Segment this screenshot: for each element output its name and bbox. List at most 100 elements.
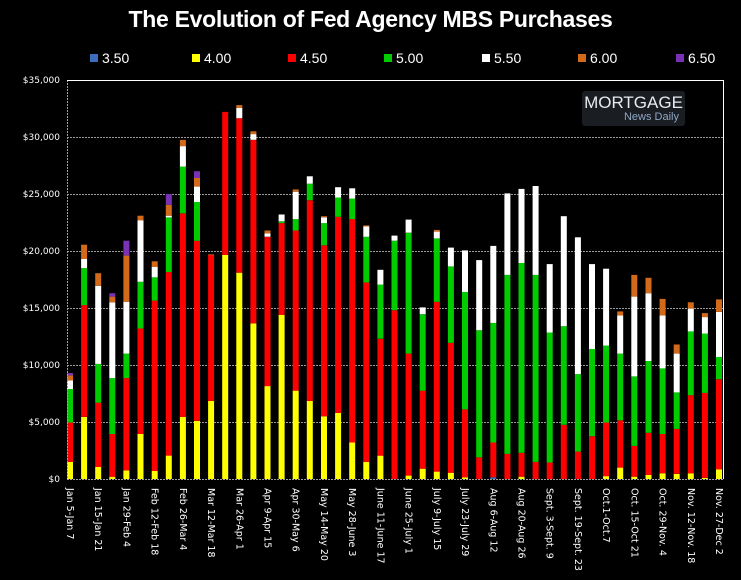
bar-segment-4-50	[391, 310, 398, 479]
bar-segment-6-00	[645, 277, 652, 294]
bar-stack	[603, 268, 610, 479]
y-tick-label: $25,000	[23, 190, 60, 200]
bar-stack	[532, 186, 539, 479]
bar-segment-3-50	[490, 477, 497, 479]
legend: 3.50 4.00 4.50 5.00 5.50 6.00 6.50	[0, 50, 741, 70]
bar-segment-5-00	[574, 374, 581, 452]
bar-segment-5-50	[278, 214, 285, 222]
legend-item-4-50: 4.50	[288, 50, 327, 66]
bar-segment-4-50	[447, 342, 454, 473]
bar-segment-5-50	[321, 217, 327, 224]
bar-segment-6-00	[137, 215, 144, 221]
bar-segment-4-00	[419, 468, 426, 479]
x-tick-label: Oct.1-Oct.7	[600, 488, 611, 543]
bar-segment-5-00	[433, 238, 440, 302]
legend-item-4-00: 4.00	[192, 50, 231, 66]
bar-stack	[363, 225, 370, 479]
bar-stack	[645, 277, 652, 479]
bar-stack	[673, 344, 680, 479]
bar-segment-5-50	[306, 176, 313, 184]
x-tick-label: Jan 29-Feb 4	[120, 487, 131, 547]
bar-segment-5-00	[673, 392, 680, 429]
bar-segment-4-50	[476, 457, 483, 479]
bar-segment-4-00	[701, 477, 708, 479]
bar-segment-4-00	[95, 467, 102, 479]
bar-segment-5-00	[179, 166, 186, 214]
bar-segment-6-00	[701, 313, 708, 318]
bar-stack	[264, 230, 271, 479]
bar-stack	[490, 245, 497, 479]
bar-segment-4-50	[716, 379, 722, 470]
bar-segment-4-00	[236, 272, 243, 479]
bar-segment-5-00	[476, 330, 483, 458]
x-tick-label: Jan 5-Jan 7	[64, 487, 75, 539]
bar-segment-6-00	[208, 254, 215, 256]
bar-segment-6-00	[673, 344, 680, 354]
bar-stack	[95, 273, 102, 479]
bar-segment-4-00	[67, 461, 73, 479]
bar-segment-4-00	[165, 455, 172, 479]
bar-segment-5-00	[81, 268, 88, 306]
bar-segment-4-50	[335, 216, 342, 413]
bar-stack	[67, 373, 73, 479]
bar-segment-4-50	[264, 236, 271, 387]
bar-segment-5-50	[250, 134, 257, 140]
bar-segment-4-00	[645, 475, 652, 479]
bar-segment-4-50	[687, 395, 694, 474]
bar-segment-4-50	[236, 118, 243, 273]
bar-segment-6-00	[95, 273, 102, 286]
bar-segment-4-50	[532, 461, 539, 479]
bar-segment-4-50	[518, 452, 525, 477]
bar-segment-5-50	[574, 237, 581, 375]
bar-segment-4-50	[405, 353, 412, 476]
bar-segment-5-00	[645, 361, 652, 433]
legend-label: 6.50	[688, 50, 716, 66]
bar-segment-5-50	[81, 259, 88, 269]
x-tick-label: Mar 26-Apr 1	[233, 488, 244, 550]
bar-segment-4-50	[589, 436, 595, 480]
bar-stack	[292, 189, 299, 479]
bar-segment-5-50	[433, 231, 440, 239]
bar-segment-4-50	[349, 219, 356, 443]
bar-segment-5-50	[659, 315, 666, 369]
legend-label: 3.50	[102, 50, 130, 66]
bar-segment-6-50	[109, 293, 116, 297]
bar-segment-5-50	[476, 260, 483, 331]
bar-segment-4-50	[151, 300, 158, 471]
bar-segment-5-00	[546, 332, 553, 463]
legend-label: 5.50	[494, 50, 522, 66]
bar-segment-6-00	[433, 229, 440, 232]
bar-segment-5-00	[321, 223, 327, 246]
y-tick-label: $35,000	[23, 76, 60, 86]
bar-segment-5-50	[391, 235, 398, 241]
x-tick-label: Feb 12-Feb 18	[149, 488, 160, 555]
bar-segment-4-00	[264, 386, 271, 479]
bar-segment-6-00	[109, 296, 116, 303]
bar-segment-4-50	[165, 272, 172, 456]
bar-segment-5-50	[447, 247, 454, 267]
x-tick-label: June 11-June 17	[374, 487, 385, 564]
bar-segment-4-50	[462, 409, 468, 478]
bar-segment-5-50	[546, 264, 553, 333]
bar-segment-5-00	[518, 263, 525, 453]
legend-swatch	[384, 54, 392, 62]
bar-segment-5-00	[165, 217, 172, 273]
bar-segment-4-50	[560, 424, 567, 479]
bar-segment-4-00	[433, 471, 440, 479]
bar-segment-4-50	[631, 445, 638, 477]
bar-segment-4-50	[306, 200, 313, 401]
bar-segment-5-50	[67, 380, 73, 389]
bar-segment-6-00	[687, 302, 694, 309]
bar-segment-5-50	[123, 301, 130, 354]
bar-segment-4-50	[673, 428, 680, 474]
bar-segment-5-50	[405, 219, 412, 233]
bar-segment-6-00	[236, 105, 243, 108]
bar-stack	[716, 299, 722, 479]
bar-segment-5-00	[419, 314, 426, 391]
bar-segment-4-00	[321, 416, 327, 479]
legend-item-5-00: 5.00	[384, 50, 423, 66]
bar-segment-5-50	[236, 107, 243, 119]
bar-stack	[81, 244, 88, 479]
bar-segment-4-50	[95, 402, 102, 467]
x-tick-label: Oct. 15-Oct 21	[628, 488, 639, 558]
